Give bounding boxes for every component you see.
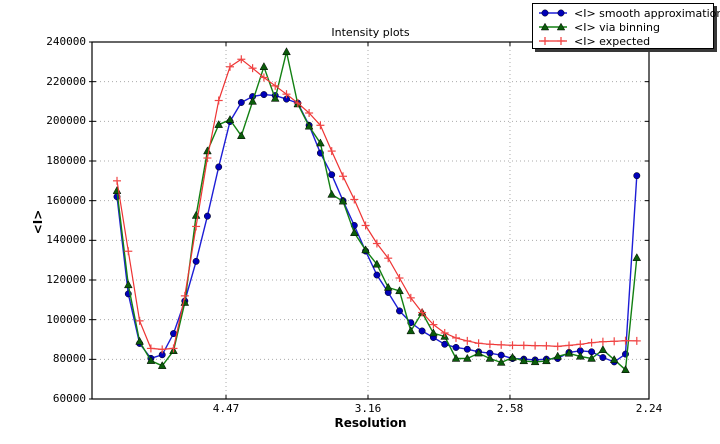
marker-circle [328,171,336,179]
marker-triangle [474,348,483,357]
marker-triangle [146,356,156,364]
y-tick-label: 200000 [46,114,86,128]
marker-triangle [349,228,359,236]
marker-triangle [361,245,370,254]
y-tick-label: 180000 [46,154,86,167]
marker-triangle [406,326,416,335]
marker-triangle [225,115,235,123]
series-line-2 [116,58,637,350]
marker-triangle [157,361,167,369]
marker-circle [192,257,200,265]
marker-circle [203,212,211,220]
marker-triangle [530,357,540,366]
marker-triangle [519,356,529,365]
marker-triangle [259,62,269,70]
legend-item-via-binning: <I> via binning [538,20,713,34]
marker-circle [599,354,607,361]
marker-triangle [451,353,461,362]
legend-line-circle-icon [539,9,567,17]
marker-circle [452,343,460,351]
marker-triangle [564,348,574,357]
series-line-1 [116,51,638,371]
x-axis-label: Resolution [334,416,407,430]
y-tick-label: 160000 [46,193,86,207]
y-tick-label: 240000 [46,35,86,48]
marker-circle [237,99,245,106]
marker-triangle [248,96,257,105]
y-tick-label: 80000 [52,352,86,366]
marker-triangle [508,352,517,361]
marker-circle [396,307,403,315]
marker-triangle [135,336,144,345]
marker-triangle [304,121,314,130]
marker-triangle [214,119,224,128]
marker-triangle [383,282,393,291]
marker-triangle [236,131,246,139]
x-tick-label: 4.47 [212,402,240,415]
legend-label: <I> expected [574,34,651,48]
marker-triangle [327,189,337,198]
legend-item-smooth-approximation: <I> smooth approximation [538,6,720,20]
legend-item-expected: <I> expected [538,34,713,48]
chart-title: Intensity plots [331,26,410,39]
marker-triangle [123,280,133,289]
marker-triangle [372,259,382,268]
marker-triangle [587,353,596,362]
y-axis-label: <I> [31,209,45,235]
marker-triangle [598,345,608,353]
marker-triangle [632,253,642,261]
marker-circle [260,91,268,99]
marker-circle [418,327,426,335]
marker-triangle [553,351,563,360]
y-tick-label: 140000 [46,233,86,247]
legend-line-triangle-icon [539,22,567,31]
legend: <I> smooth approximation <I> via binning… [532,3,720,49]
marker-triangle [485,353,495,362]
legend-label: <I> via binning [574,20,660,34]
y-tick-label: 220000 [46,74,86,88]
legend-label: <I> smooth approximation [574,6,720,20]
y-tick-label: 120000 [46,273,86,286]
marker-triangle [496,357,506,366]
x-tick-label: 2.24 [635,402,663,415]
marker-circle [497,351,505,359]
x-tick-label: 2.58 [496,402,524,415]
marker-triangle [112,186,122,194]
marker-triangle [462,353,472,362]
marker-triangle [609,355,619,363]
y-tick-label: 100000 [46,312,86,326]
marker-triangle [395,286,404,295]
marker-circle [463,345,471,353]
marker-circle [373,271,381,279]
marker-triangle [429,328,438,337]
marker-triangle [338,196,348,205]
marker-circle [633,172,641,180]
marker-triangle [282,47,291,56]
y-tick-label: 60000 [52,392,86,405]
legend-line-plus-icon [539,37,567,45]
marker-triangle [203,146,212,155]
marker-triangle [316,138,325,147]
marker-circle [215,163,223,171]
plot-frame [91,41,650,400]
marker-triangle [575,351,585,360]
x-tick-label: 3.16 [354,402,382,415]
marker-triangle [542,356,551,365]
marker-triangle [621,365,630,373]
marker-triangle [270,93,280,102]
